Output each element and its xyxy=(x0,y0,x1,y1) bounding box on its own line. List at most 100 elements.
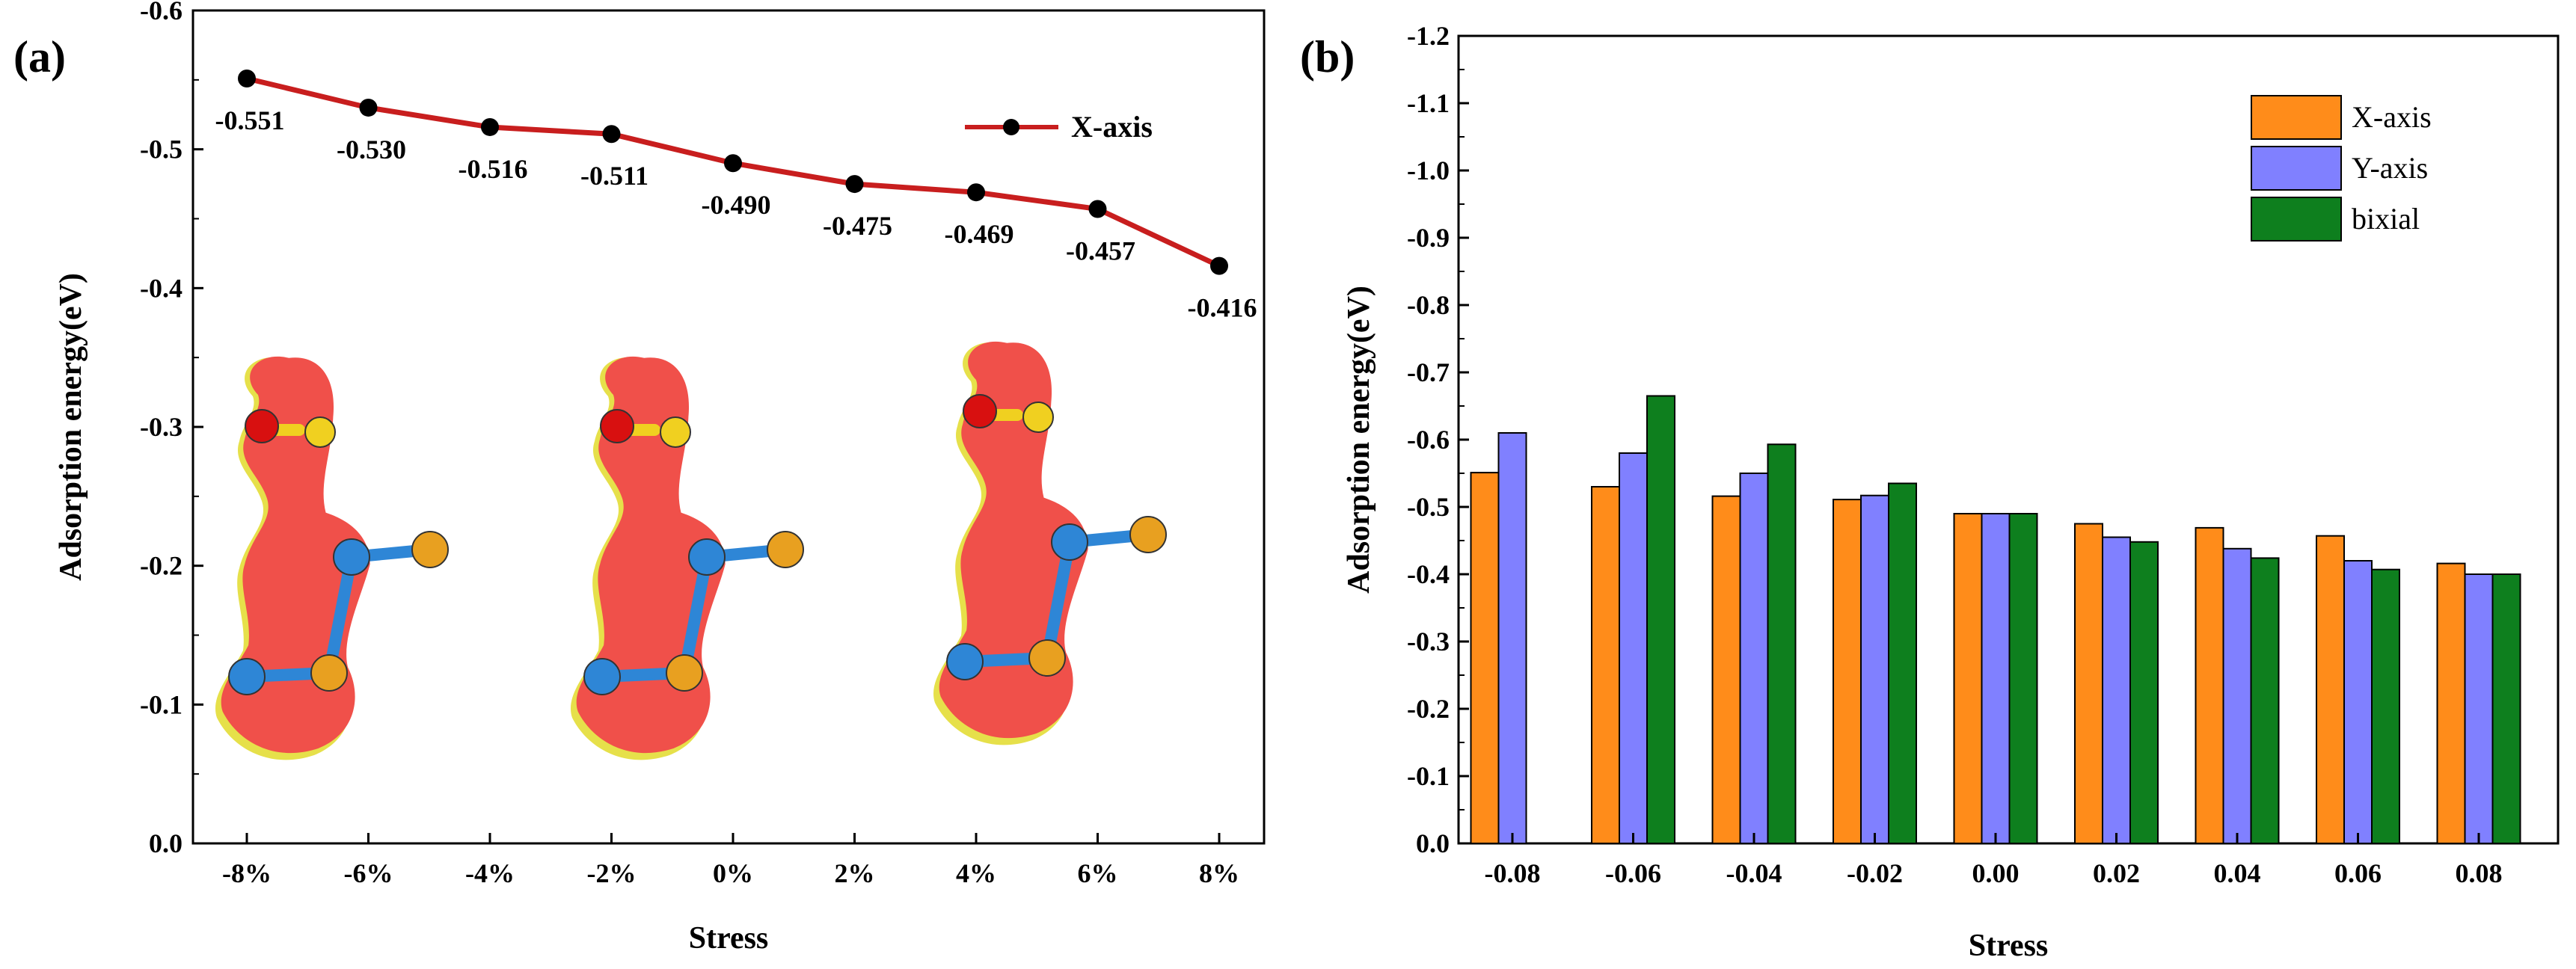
y-tick-label: -0.9 xyxy=(1407,223,1450,253)
x-axis-a: -8% -6% -4% -2% 0% 2% 4% 6% 8% xyxy=(222,833,1239,888)
y-tick-label: -0.1 xyxy=(1407,761,1450,791)
y-tick-label: -0.6 xyxy=(1407,425,1450,455)
y-axis-b: 0.0 -0.1 -0.2 -0.3 -0.4 -0.5 -0.6 -0.7 -0.8 -0.9 -… xyxy=(1407,21,1469,858)
data-label: -0.490 xyxy=(702,190,771,220)
y-tick-label: -0.2 xyxy=(1407,694,1450,724)
legend-swatch xyxy=(2251,95,2342,140)
x-tick-label: 8% xyxy=(1199,858,1239,888)
bar-bixial xyxy=(1646,395,1675,844)
atom xyxy=(666,654,703,692)
panel-a-line-chart: 0.0 -0.1 -0.2 -0.3 -0.4 -0.5 -0.6 -8% -6% -4% -2%… xyxy=(54,0,1266,956)
legend-label: bixial xyxy=(2352,202,2420,236)
legend-label: Y-axis xyxy=(2352,151,2428,185)
charge-density-structure xyxy=(571,356,804,760)
bar-xaxis xyxy=(1711,495,1741,844)
bar-yaxis xyxy=(1739,473,1769,844)
bar-yaxis xyxy=(1860,494,1889,844)
bar-xaxis xyxy=(2074,523,2103,844)
y-tick-label: -1.2 xyxy=(1407,21,1450,51)
data-point xyxy=(967,183,985,202)
x-tick-label: -2% xyxy=(587,858,637,888)
atom xyxy=(688,538,726,576)
atom xyxy=(333,538,370,576)
atom xyxy=(963,394,997,428)
bar-xaxis xyxy=(2195,526,2224,845)
y-tick-label: -0.7 xyxy=(1407,357,1450,387)
atom xyxy=(310,654,348,692)
y-tick-label: -0.3 xyxy=(1407,627,1450,656)
atom xyxy=(600,409,634,443)
data-label: -0.516 xyxy=(459,154,528,184)
atom xyxy=(583,658,621,695)
y-tick-label: -1.0 xyxy=(1407,156,1450,185)
x-tick-label: -0.02 xyxy=(1847,858,1903,888)
y-tick-label: 0.0 xyxy=(1416,828,1450,858)
legend-swatch xyxy=(2251,146,2342,191)
x-tick-label: 6% xyxy=(1078,858,1118,888)
y-tick-label: -0.4 xyxy=(1407,559,1450,589)
bond xyxy=(678,551,713,679)
data-label: -0.530 xyxy=(337,135,406,164)
bar-bixial xyxy=(2129,541,2159,844)
x-axis-b: -0.08 -0.06 -0.04 -0.02 0.00 0.02 0.04 0.06 0.08 xyxy=(1485,833,2503,888)
y-tick-label: -0.5 xyxy=(1407,492,1450,522)
atom xyxy=(304,416,336,448)
bar-yaxis xyxy=(2222,547,2252,844)
atom xyxy=(228,658,266,695)
x-tick-label: -8% xyxy=(222,858,272,888)
atom xyxy=(767,531,804,568)
bar-bixial xyxy=(1888,482,1917,844)
x-tick-label: 4% xyxy=(956,858,996,888)
x-tick-label: -0.08 xyxy=(1485,858,1541,888)
data-point xyxy=(238,69,256,87)
charge-density-structure xyxy=(933,341,1167,745)
bar-xaxis xyxy=(1953,513,1983,844)
atom xyxy=(1051,523,1088,561)
bar-bixial xyxy=(2250,557,2280,845)
x-tick-label: 0.02 xyxy=(2093,858,2140,888)
data-point xyxy=(359,98,378,117)
legend-a: X-axis xyxy=(965,110,1153,144)
y-tick-label: -0.5 xyxy=(140,135,183,164)
data-point xyxy=(481,117,499,136)
bar-yaxis xyxy=(2464,573,2494,844)
y-axis-a: 0.0 -0.1 -0.2 -0.3 -0.4 -0.5 -0.6 xyxy=(140,0,203,858)
y-tick-label: -1.1 xyxy=(1407,88,1450,118)
x-tick-label: -0.04 xyxy=(1726,858,1782,888)
y-tick-label: -0.6 xyxy=(140,0,183,25)
y-tick-label: -0.1 xyxy=(140,689,183,719)
y-axis-title-a: Adsorption energy(eV) xyxy=(54,273,88,581)
bar-yaxis xyxy=(1981,513,2011,844)
x-tick-label: 0.08 xyxy=(2456,858,2503,888)
legend-marker-swatch xyxy=(1003,119,1019,135)
x-tick-label: 0.00 xyxy=(1972,858,2020,888)
data-point xyxy=(602,125,621,144)
legend-label-x-axis: X-axis xyxy=(1071,110,1153,144)
charge-density-structure xyxy=(215,356,449,760)
data-label: -0.511 xyxy=(580,161,648,191)
x-axis-title-a: Stress xyxy=(689,921,769,956)
data-point xyxy=(1210,256,1228,275)
data-point xyxy=(724,154,742,173)
y-tick-label: -0.2 xyxy=(140,551,183,581)
series-x-axis-line: -0.551 -0.530 -0.516 -0.511 -0.490 -0.475 -0.4… xyxy=(215,69,1257,323)
panel-b-label: (b) xyxy=(1300,32,1355,81)
bar-yaxis xyxy=(2102,536,2131,844)
bar-xaxis xyxy=(1470,472,1500,844)
data-point xyxy=(845,175,864,194)
structure-insets xyxy=(215,341,1167,760)
atom xyxy=(1129,516,1167,553)
x-tick-label: -0.06 xyxy=(1605,858,1661,888)
bar-yaxis xyxy=(1619,452,1648,844)
atom xyxy=(1028,639,1066,677)
legend-b: X-axis Y-axis bixial xyxy=(2251,95,2432,242)
y-tick-label: -0.3 xyxy=(140,412,183,442)
panel-b-bar-chart: 0.0 -0.1 -0.2 -0.3 -0.4 -0.5 -0.6 -0.7 -0.8 -0.9 -… xyxy=(1342,21,2560,963)
legend-label: X-axis xyxy=(2352,100,2432,134)
data-label: -0.469 xyxy=(945,219,1014,249)
atom xyxy=(411,531,449,568)
data-label: -0.475 xyxy=(823,211,892,241)
x-tick-label: 2% xyxy=(835,858,875,888)
bar-bixial xyxy=(1767,443,1797,844)
data-point xyxy=(1088,200,1107,218)
